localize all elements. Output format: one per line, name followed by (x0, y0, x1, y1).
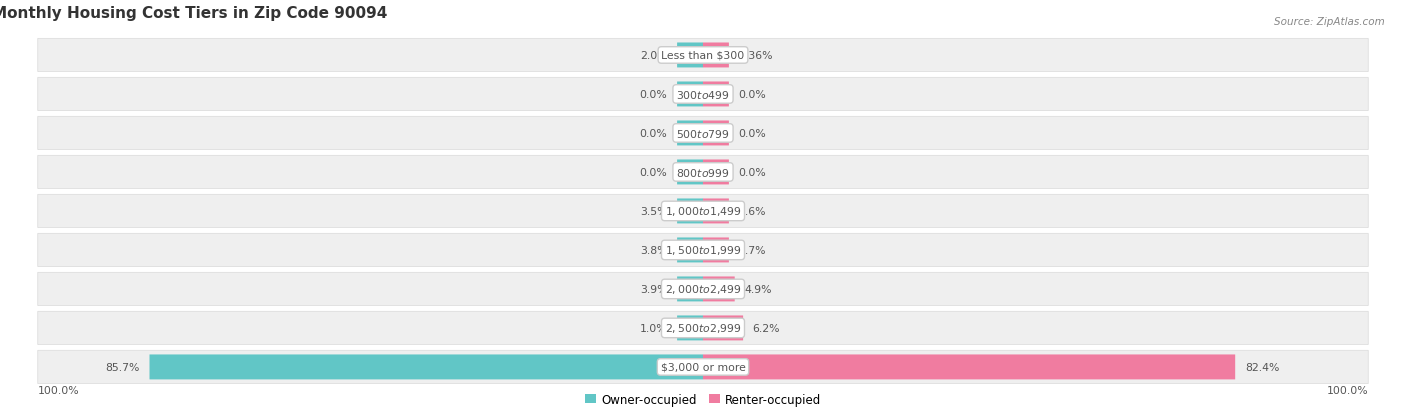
Text: 0.0%: 0.0% (738, 128, 766, 139)
Text: 82.4%: 82.4% (1244, 362, 1279, 372)
Text: $1,000 to $1,499: $1,000 to $1,499 (665, 205, 741, 218)
FancyBboxPatch shape (38, 78, 1368, 111)
FancyBboxPatch shape (38, 195, 1368, 228)
FancyBboxPatch shape (703, 238, 728, 263)
FancyBboxPatch shape (703, 355, 1236, 380)
Text: $1,500 to $1,999: $1,500 to $1,999 (665, 244, 741, 257)
Text: 3.8%: 3.8% (640, 245, 668, 255)
FancyBboxPatch shape (703, 316, 744, 341)
FancyBboxPatch shape (678, 277, 703, 301)
FancyBboxPatch shape (678, 43, 703, 68)
Text: 85.7%: 85.7% (105, 362, 139, 372)
FancyBboxPatch shape (149, 355, 703, 380)
Text: $2,000 to $2,499: $2,000 to $2,499 (665, 283, 741, 296)
Text: $2,500 to $2,999: $2,500 to $2,999 (665, 322, 741, 335)
FancyBboxPatch shape (678, 316, 703, 341)
FancyBboxPatch shape (703, 199, 728, 224)
Text: Monthly Housing Cost Tiers in Zip Code 90094: Monthly Housing Cost Tiers in Zip Code 9… (0, 5, 387, 21)
FancyBboxPatch shape (38, 273, 1368, 306)
FancyBboxPatch shape (703, 277, 735, 301)
FancyBboxPatch shape (38, 156, 1368, 189)
Text: 4.9%: 4.9% (744, 284, 772, 294)
Text: 2.0%: 2.0% (640, 51, 668, 61)
Text: 3.9%: 3.9% (640, 284, 668, 294)
FancyBboxPatch shape (703, 121, 728, 146)
Text: 100.0%: 100.0% (1326, 385, 1368, 394)
FancyBboxPatch shape (703, 160, 728, 185)
Legend: Owner-occupied, Renter-occupied: Owner-occupied, Renter-occupied (579, 388, 827, 411)
FancyBboxPatch shape (38, 39, 1368, 72)
Text: 0.36%: 0.36% (738, 51, 773, 61)
Text: 0.0%: 0.0% (640, 90, 668, 100)
FancyBboxPatch shape (703, 82, 728, 107)
Text: 3.5%: 3.5% (640, 206, 668, 216)
Text: $300 to $499: $300 to $499 (676, 89, 730, 101)
FancyBboxPatch shape (38, 311, 1368, 345)
Text: Source: ZipAtlas.com: Source: ZipAtlas.com (1274, 17, 1385, 26)
Text: 0.0%: 0.0% (738, 168, 766, 178)
FancyBboxPatch shape (678, 238, 703, 263)
FancyBboxPatch shape (678, 160, 703, 185)
Text: 100.0%: 100.0% (38, 385, 80, 394)
FancyBboxPatch shape (678, 199, 703, 224)
Text: $500 to $799: $500 to $799 (676, 128, 730, 140)
FancyBboxPatch shape (38, 117, 1368, 150)
Text: 0.0%: 0.0% (738, 90, 766, 100)
FancyBboxPatch shape (678, 121, 703, 146)
Text: Less than $300: Less than $300 (661, 51, 745, 61)
Text: 6.2%: 6.2% (752, 323, 780, 333)
Text: $800 to $999: $800 to $999 (676, 166, 730, 178)
Text: 0.0%: 0.0% (640, 168, 668, 178)
Text: 2.7%: 2.7% (738, 245, 766, 255)
Text: $3,000 or more: $3,000 or more (661, 362, 745, 372)
FancyBboxPatch shape (38, 234, 1368, 267)
FancyBboxPatch shape (703, 43, 728, 68)
Text: 0.0%: 0.0% (640, 128, 668, 139)
Text: 1.6%: 1.6% (738, 206, 766, 216)
Text: 1.0%: 1.0% (640, 323, 668, 333)
FancyBboxPatch shape (678, 82, 703, 107)
FancyBboxPatch shape (38, 351, 1368, 384)
